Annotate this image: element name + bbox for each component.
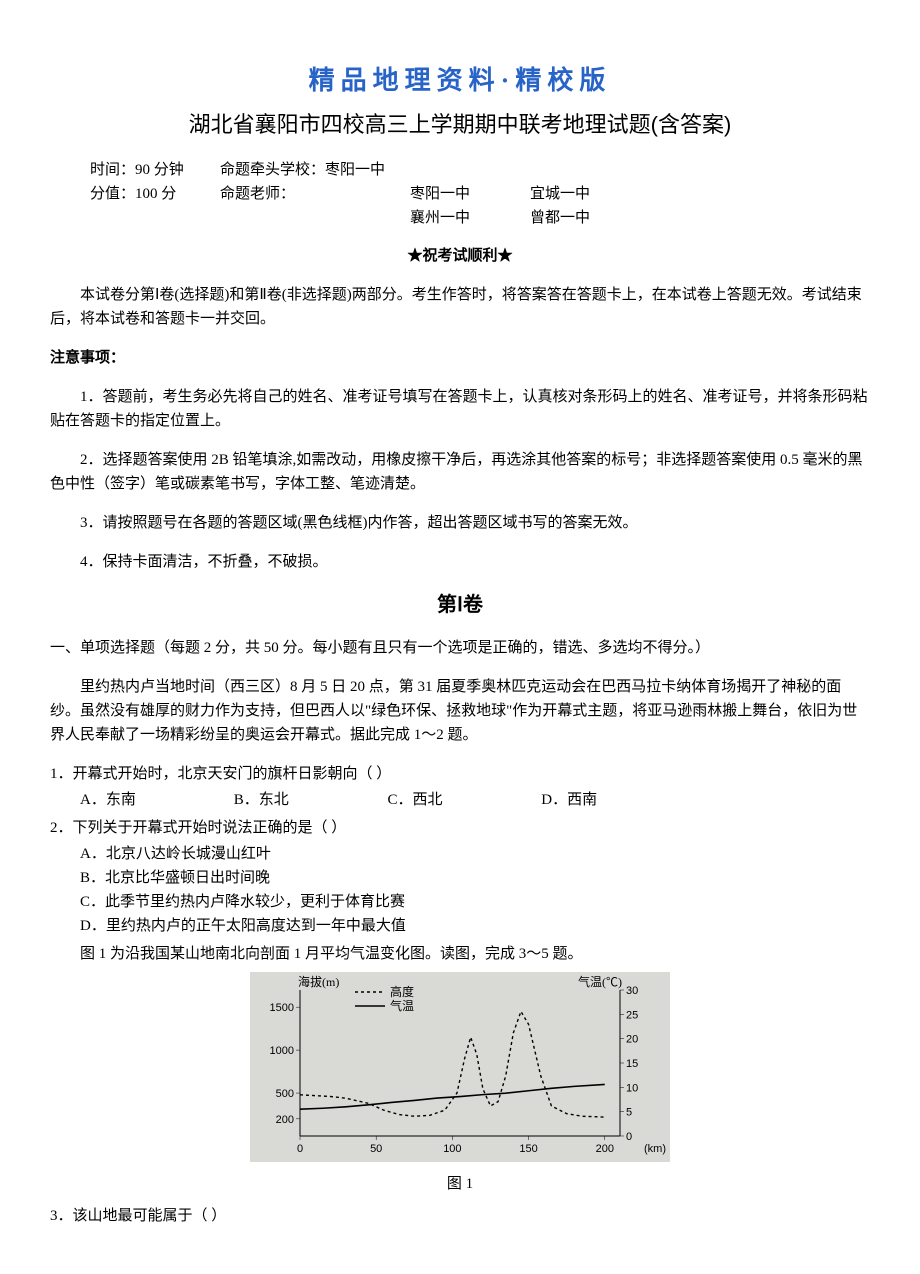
q1-opt-d: D．西南 (541, 788, 691, 812)
notice-3: 3．请按照题号在各题的答题区域(黑色线框)内作答，超出答题区域书写的答案无效。 (50, 511, 870, 535)
time-label: 时间：90 分钟 (50, 158, 220, 182)
svg-text:气温(℃): 气温(℃) (578, 974, 622, 989)
notice-header: 注意事项： (50, 346, 870, 370)
svg-text:200: 200 (596, 1143, 614, 1155)
wish-line: ★祝考试顺利★ (50, 244, 870, 268)
svg-text:0: 0 (626, 1131, 632, 1143)
q1-stem: 1．开幕式开始时，北京天安门的旗杆日影朝向（ ） (50, 762, 870, 786)
q2-opt-d: D．里约热内卢的正午太阳高度达到一年中最大值 (80, 914, 870, 938)
score-label: 分值：100 分 (50, 182, 220, 206)
intro-paragraph: 本试卷分第Ⅰ卷(选择题)和第Ⅱ卷(非选择题)两部分。考生作答时，将答案答在答题卡… (50, 283, 870, 331)
page-title: 湖北省襄阳市四校高三上学期期中联考地理试题(含答案) (50, 110, 870, 141)
chart-svg: 200 500 1000 1500 0 5 10 15 20 25 30 0 50 100 150 200 (k… (250, 972, 670, 1162)
q2-stem: 2．下列关于开幕式开始时说法正确的是（ ） (50, 816, 870, 840)
svg-text:500: 500 (276, 1088, 294, 1100)
svg-text:30: 30 (626, 985, 638, 997)
school-1: 枣阳一中 (410, 182, 530, 206)
q1-options: A．东南 B．东北 C．西北 D．西南 (50, 788, 870, 812)
q2-opt-a: A．北京八达岭长城漫山红叶 (80, 842, 870, 866)
q2-opt-c: C．此季节里约热内卢降水较少，更利于体育比赛 (80, 890, 870, 914)
figure-1: 200 500 1000 1500 0 5 10 15 20 25 30 0 50 100 150 200 (k… (50, 972, 870, 1170)
school-3: 襄州一中 (410, 206, 530, 230)
teacher-label: 命题老师： (220, 182, 410, 206)
svg-text:1000: 1000 (270, 1046, 294, 1058)
svg-text:气温: 气温 (390, 998, 414, 1013)
svg-text:50: 50 (370, 1143, 382, 1155)
svg-text:5: 5 (626, 1107, 632, 1119)
school-4: 曾都一中 (530, 206, 650, 230)
q1-opt-b: B．东北 (234, 788, 384, 812)
q2-opt-b: B．北京比华盛顿日出时间晚 (80, 866, 870, 890)
svg-text:150: 150 (519, 1143, 537, 1155)
svg-text:100: 100 (443, 1143, 461, 1155)
lead-school-label: 命题牵头学校：枣阳一中 (220, 158, 410, 182)
meta-block: 时间：90 分钟 命题牵头学校：枣阳一中 分值：100 分 命题老师： 枣阳一中… (50, 158, 870, 230)
q1-opt-a: A．东南 (80, 788, 230, 812)
figure-1-caption: 图 1 (50, 1172, 870, 1196)
svg-text:25: 25 (626, 1010, 638, 1022)
notice-2: 2．选择题答案使用 2B 铅笔填涂,如需改动，用橡皮擦干净后，再选涂其他答案的标… (50, 448, 870, 496)
school-2: 宜城一中 (530, 182, 650, 206)
notice-4: 4．保持卡面清洁，不折叠，不破损。 (50, 550, 870, 574)
q2-options: A．北京八达岭长城漫山红叶 B．北京比华盛顿日出时间晚 C．此季节里约热内卢降水… (50, 842, 870, 938)
passage-2: 图 1 为沿我国某山地南北向剖面 1 月平均气温变化图。读图，完成 3～5 题。 (50, 942, 870, 966)
q1-opt-c: C．西北 (388, 788, 538, 812)
svg-text:0: 0 (297, 1143, 303, 1155)
notice-1: 1．答题前，考生务必先将自己的姓名、准考证号填写在答题卡上，认真核对条形码上的姓… (50, 385, 870, 433)
passage-1: 里约热内卢当地时间（西三区）8 月 5 日 20 点，第 31 届夏季奥林匹克运… (50, 675, 870, 747)
svg-text:200: 200 (276, 1114, 294, 1126)
svg-text:20: 20 (626, 1034, 638, 1046)
svg-text:高度: 高度 (390, 984, 414, 999)
banner-header: 精品地理资料·精校版 (50, 60, 870, 102)
section-1-title: 第Ⅰ卷 (50, 589, 870, 621)
svg-text:海拔(m): 海拔(m) (298, 974, 339, 989)
svg-text:10: 10 (626, 1083, 638, 1095)
q3-stem: 3．该山地最可能属于（ ） (50, 1204, 870, 1228)
svg-text:15: 15 (626, 1058, 638, 1070)
mc-intro: 一、单项选择题（每题 2 分，共 50 分。每小题有且只有一个选项是正确的，错选… (50, 636, 870, 660)
svg-text:1500: 1500 (270, 1003, 294, 1015)
svg-text:(km): (km) (644, 1143, 666, 1155)
